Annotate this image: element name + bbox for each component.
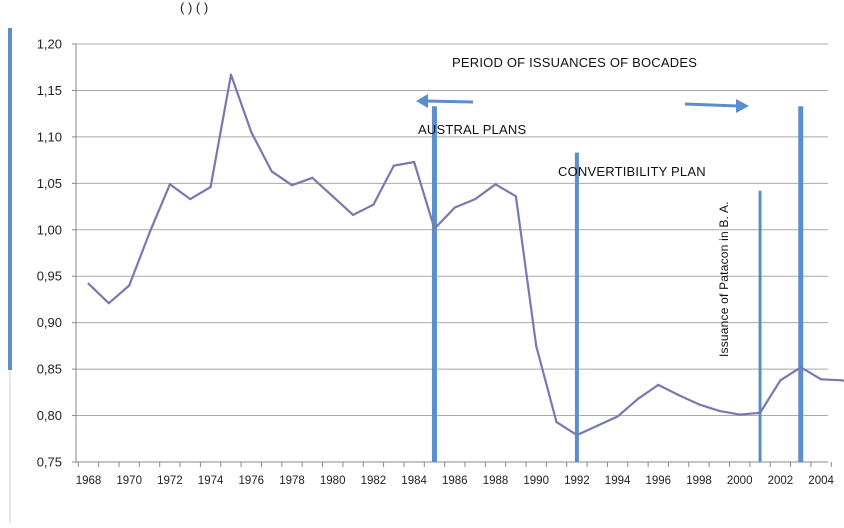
data-point	[454, 206, 456, 208]
data-point	[657, 384, 659, 386]
y-tick-label: 1,05	[37, 176, 62, 191]
data-point	[291, 184, 293, 186]
x-axis-ticks: 1968 1970 1972 1974 1976 1978 1980 1982 1984 1986…	[76, 462, 844, 487]
data-point	[678, 394, 680, 396]
y-tick-label: 0,80	[37, 408, 62, 423]
data-point	[148, 231, 150, 233]
data-point	[739, 414, 741, 416]
data-point	[535, 345, 537, 347]
data-point	[555, 421, 557, 423]
data-point	[596, 425, 598, 427]
x-tick-label: 1982	[361, 475, 387, 487]
x-tick-label: 1992	[564, 475, 590, 487]
y-tick-label: 0,85	[37, 362, 62, 377]
x-tick-label: 1980	[320, 475, 346, 487]
x-tick-label: 2002	[768, 475, 794, 487]
y-tick-label: 1,00	[37, 222, 62, 237]
event-markers	[434, 106, 800, 462]
arrow-left-icon	[416, 94, 473, 108]
x-tick-label: 1968	[76, 475, 102, 487]
x-tick-label: 2000	[727, 475, 753, 487]
arrow-right-icon	[685, 99, 749, 113]
x-tick-label: 1988	[483, 475, 509, 487]
x-tick-label: 1990	[523, 475, 549, 487]
y-tick-label: 1,15	[37, 83, 62, 98]
y-tick-label: 0,95	[37, 269, 62, 284]
data-point	[617, 415, 619, 417]
x-tick-label: 1978	[279, 475, 305, 487]
data-point	[393, 165, 395, 167]
annotation-patacon: Issuance of Patacon in B. A.	[717, 201, 731, 357]
header-text-fragment: ( ) ( )	[180, 0, 208, 15]
annotation-austral: AUSTRAL PLANS	[418, 122, 526, 137]
x-tick-label: 1970	[116, 475, 142, 487]
data-point	[128, 284, 130, 286]
data-point	[718, 410, 720, 412]
data-point	[759, 412, 761, 414]
data-point	[840, 379, 842, 381]
data-point	[494, 183, 496, 185]
data-point	[800, 366, 802, 368]
data-point	[576, 434, 578, 436]
y-tick-label: 1,10	[37, 129, 62, 144]
data-point	[332, 195, 334, 197]
gridlines	[76, 44, 828, 462]
data-point	[250, 131, 252, 133]
annotation-convertibility: CONVERTIBILITY PLAN	[558, 164, 706, 179]
y-axis-ticks: 1,20 1,15 1,10 1,05 1,00 0,95 0,90 0,85 0,80 0,75	[37, 37, 76, 470]
data-point	[779, 379, 781, 381]
data-point	[413, 161, 415, 163]
x-tick-label: 1994	[605, 475, 631, 487]
x-tick-label: 2004	[808, 475, 834, 487]
x-tick-label: 1986	[442, 475, 468, 487]
y-tick-label: 1,20	[37, 37, 62, 52]
data-point	[474, 198, 476, 200]
data-point	[230, 74, 232, 76]
data-point	[433, 228, 435, 230]
data-point	[515, 195, 517, 197]
data-point	[820, 378, 822, 380]
y-tick-label: 0,90	[37, 315, 62, 330]
x-tick-label: 1976	[239, 475, 265, 487]
data-point	[311, 177, 313, 179]
data-point	[637, 398, 639, 400]
x-tick-label: 1998	[686, 475, 712, 487]
data-point	[87, 283, 89, 285]
x-tick-label: 1984	[401, 475, 427, 487]
x-tick-label: 1974	[198, 475, 224, 487]
x-tick-label: 1996	[646, 475, 672, 487]
annotation-period: PERIOD OF ISSUANCES OF BOCADES	[452, 55, 697, 70]
x-tick-label: 1972	[157, 475, 183, 487]
left-accent-bar	[8, 28, 12, 370]
data-point	[210, 186, 212, 188]
data-point	[169, 183, 171, 185]
data-point	[108, 302, 110, 304]
data-point	[352, 214, 354, 216]
data-point	[271, 170, 273, 172]
data-point	[189, 198, 191, 200]
data-point	[372, 204, 374, 206]
data-point	[698, 403, 700, 405]
y-tick-label: 0,75	[37, 455, 62, 470]
